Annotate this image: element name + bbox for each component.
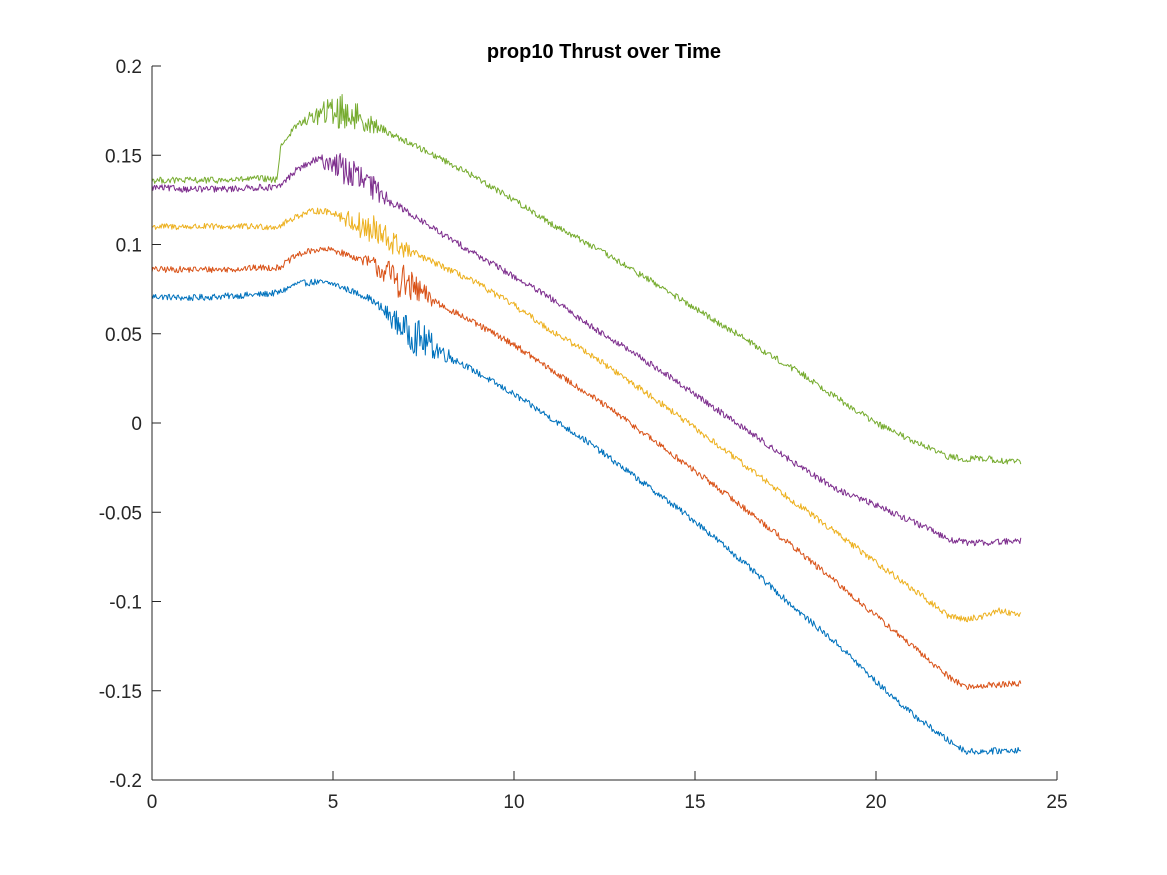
y-tick-label: 0.15 bbox=[105, 146, 142, 167]
x-axis: 0 5 10 15 20 25 bbox=[147, 771, 1068, 813]
y-tick-label: -0.2 bbox=[109, 771, 142, 792]
plot-series bbox=[151, 94, 1022, 755]
y-tick-label: -0.1 bbox=[109, 593, 142, 614]
series-line-5 bbox=[151, 94, 1022, 465]
x-tick-label: 5 bbox=[328, 792, 339, 813]
x-tick-label: 10 bbox=[503, 792, 524, 813]
x-tick-label: 0 bbox=[147, 792, 158, 813]
series-line-3 bbox=[151, 207, 1022, 623]
x-tick-label: 15 bbox=[684, 792, 705, 813]
series-line-4 bbox=[151, 153, 1022, 547]
series-line-2 bbox=[151, 246, 1022, 690]
x-tick-label: 25 bbox=[1046, 792, 1067, 813]
x-tick-label: 20 bbox=[865, 792, 886, 813]
y-tick-label: 0.1 bbox=[116, 236, 142, 257]
y-tick-label: -0.15 bbox=[99, 682, 142, 703]
series-line-1 bbox=[151, 278, 1022, 755]
y-tick-label: 0.2 bbox=[116, 57, 142, 78]
chart-title: prop10 Thrust over Time bbox=[487, 41, 721, 63]
y-tick-label: 0 bbox=[131, 414, 142, 435]
y-tick-label: 0.05 bbox=[105, 325, 142, 346]
y-tick-label: -0.05 bbox=[99, 503, 142, 524]
y-axis: 0.2 0.15 0.1 0.05 0 -0.05 -0.1 -0.15 -0.2 bbox=[99, 57, 161, 792]
